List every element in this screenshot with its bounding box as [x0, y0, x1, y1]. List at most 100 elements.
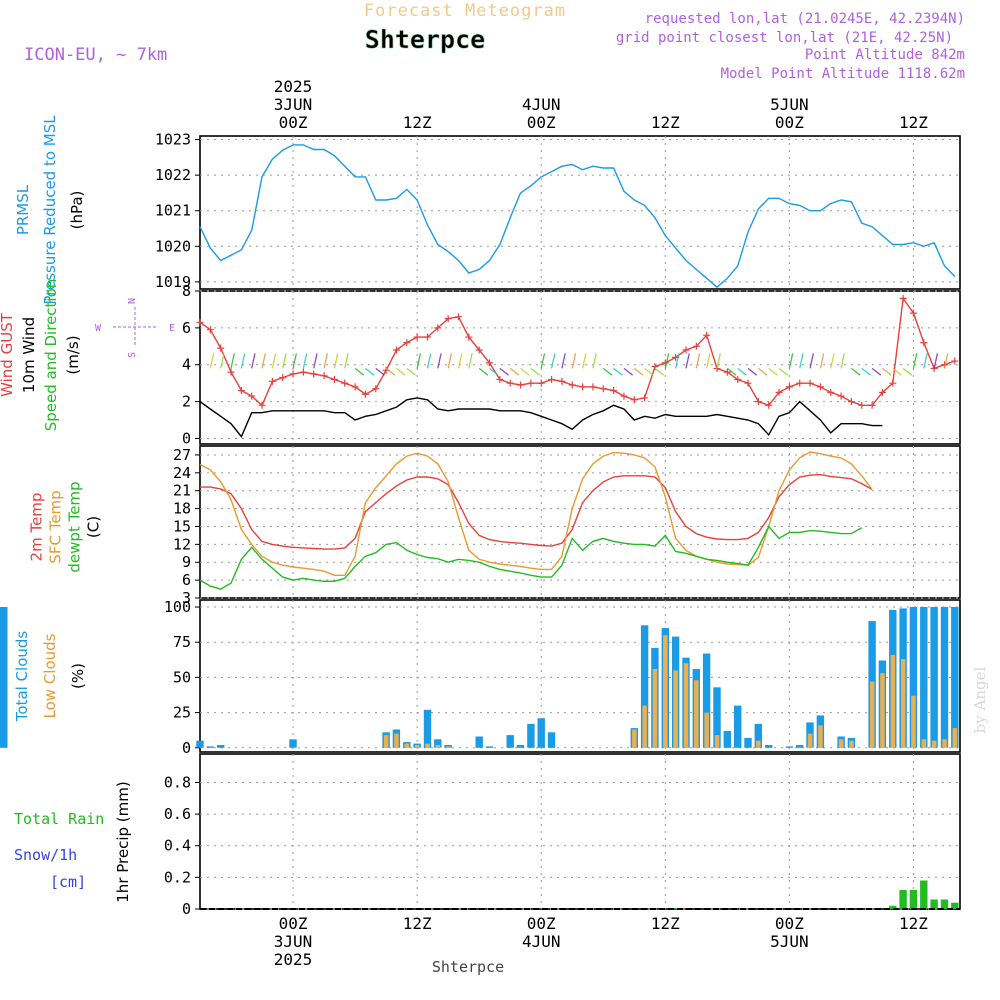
y-tick-label: 75	[173, 633, 191, 651]
wind-axis-label: (m/s)	[64, 335, 82, 374]
bar-low-clouds	[414, 745, 420, 748]
gust-point	[330, 375, 338, 383]
gust-point	[765, 401, 773, 409]
wind-arrow	[592, 353, 597, 369]
bottom-time-label: 00Z	[279, 914, 308, 933]
wind-arrow	[882, 367, 892, 376]
pressure-axis-label: (hPa)	[68, 191, 86, 230]
legend-total-rain: Total Rain	[14, 810, 104, 828]
signature: by Angel	[971, 666, 989, 733]
bar-total-clouds	[217, 745, 225, 748]
top-time-label: 2025	[274, 77, 313, 96]
gust-point	[878, 388, 886, 396]
bottom-time-label: 12Z	[651, 914, 680, 933]
gust-point	[816, 383, 824, 391]
bar-total-clouds	[485, 746, 494, 748]
bar-low-clouds	[807, 733, 813, 748]
top-time-label: 00Z	[527, 113, 556, 132]
gust-point	[754, 398, 762, 406]
wind-arrow	[344, 353, 349, 369]
top-time-label: 12Z	[651, 113, 680, 132]
bar-total-rain	[671, 908, 680, 909]
bar-low-clouds	[931, 740, 937, 748]
bar-low-clouds	[849, 740, 854, 748]
wind-arrow	[240, 353, 246, 369]
wind-arrow	[251, 353, 256, 369]
bar-total-clouds	[527, 723, 535, 748]
gust-point	[268, 377, 276, 385]
model-label: ICON-EU, ~ 7km	[24, 45, 167, 65]
wind-arrow	[209, 353, 215, 369]
wind-arrow	[313, 353, 318, 369]
bar-low-clouds	[921, 739, 927, 748]
product-title: Forecast Meteogram	[364, 1, 566, 21]
gust-point	[486, 359, 494, 367]
series-line-sfc-temp	[199, 451, 873, 576]
wind-arrow	[530, 367, 540, 376]
wind-arrow	[447, 353, 453, 369]
gust-point	[403, 339, 411, 347]
gust-point	[506, 379, 514, 387]
y-tick-label: 12	[173, 535, 191, 553]
gust-point	[496, 375, 504, 383]
wind-arrow	[282, 353, 287, 369]
y-tick-label: 0	[182, 429, 191, 447]
wind-arrow	[851, 367, 861, 376]
clouds-axis-label: Low Clouds	[41, 633, 59, 718]
bar-low-clouds	[838, 739, 844, 748]
wind-arrow	[933, 353, 939, 369]
y-tick-label: 0.8	[164, 773, 191, 791]
wind-arrow	[271, 353, 277, 369]
wind-arrow	[561, 353, 566, 369]
wind-arrow	[799, 353, 804, 369]
series-line-prmsl	[199, 144, 956, 289]
y-tick-label: 27	[173, 446, 191, 464]
wind-arrow	[861, 367, 871, 376]
y-tick-label: 0	[182, 739, 191, 757]
bottom-time-label: 5JUN	[770, 932, 809, 951]
y-tick-label: 4	[182, 356, 191, 374]
bar-low-clouds	[425, 743, 430, 748]
wind-arrow	[892, 367, 902, 376]
wind-arrow	[333, 353, 339, 369]
bar-total-clouds	[744, 737, 752, 748]
bar-low-clouds	[704, 712, 709, 748]
wind-arrow	[695, 353, 701, 369]
bar-total-clouds	[909, 607, 918, 748]
bar-total-clouds	[785, 746, 794, 748]
gust-point	[527, 379, 535, 387]
gust-point	[868, 401, 876, 409]
bar-total-clouds	[754, 723, 762, 748]
top-time-label: 4JUN	[522, 95, 561, 114]
top-time-label: 12Z	[899, 113, 928, 132]
bar-total-rain	[930, 899, 938, 909]
bar-low-clouds	[435, 745, 441, 748]
bar-total-clouds	[920, 607, 928, 748]
gust-point	[258, 401, 266, 409]
wind-arrow	[509, 367, 520, 376]
gust-point	[589, 383, 597, 391]
y-tick-label: 2	[182, 393, 191, 411]
temp-axis-label: SFC Temp	[47, 490, 65, 563]
location-title: Shterpce	[365, 25, 485, 54]
bar-total-clouds	[713, 687, 721, 748]
clouds-axis-label: (%)	[69, 663, 87, 689]
bar-low-clouds	[714, 735, 720, 748]
wind-arrow	[737, 367, 747, 376]
bottom-time-label: 3JUN	[274, 932, 313, 951]
wind-arrow	[292, 353, 297, 369]
top-time-label: 00Z	[279, 113, 308, 132]
gust-point	[692, 342, 700, 350]
bar-total-clouds	[547, 732, 556, 748]
bar-total-rain	[899, 890, 907, 909]
gust-point	[723, 368, 731, 376]
bar-total-clouds	[0, 607, 8, 748]
y-tick-label: 0	[182, 900, 191, 918]
y-tick-label: 21	[173, 482, 191, 500]
y-tick-label: 1019	[155, 273, 191, 291]
wind-arrow	[819, 353, 825, 369]
gust-point	[837, 392, 845, 400]
gust-point	[610, 387, 618, 395]
gust-point	[217, 344, 225, 352]
